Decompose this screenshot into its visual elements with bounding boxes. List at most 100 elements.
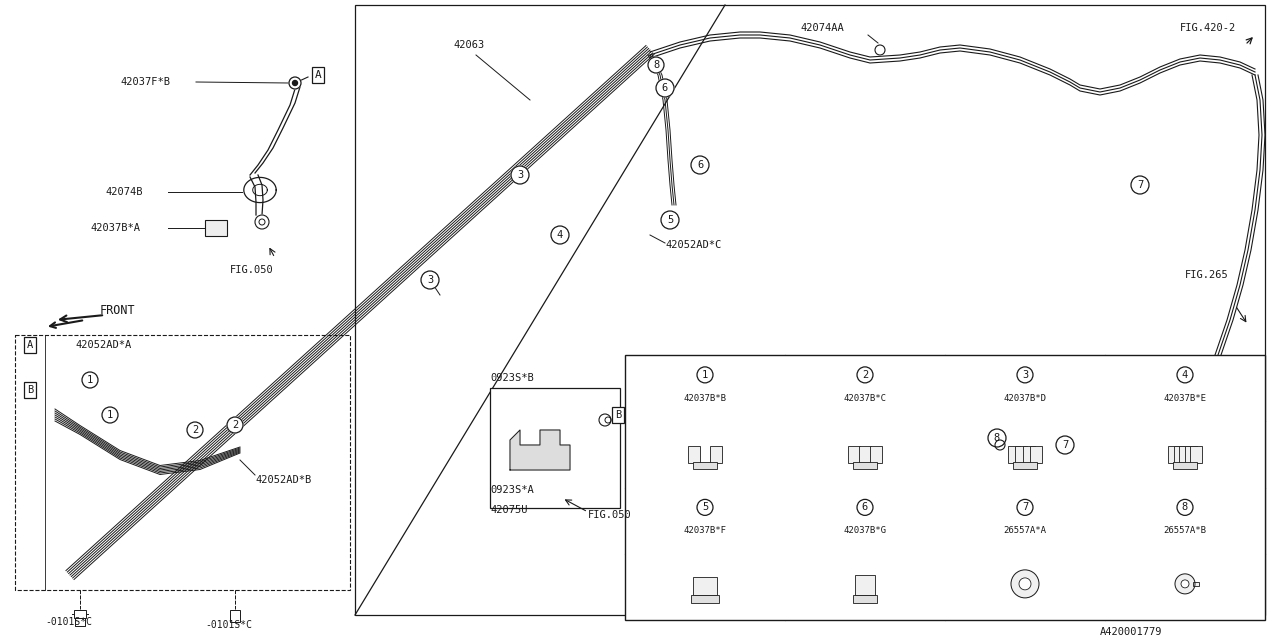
Text: 3: 3 xyxy=(1021,370,1028,380)
Text: 26557A*A: 26557A*A xyxy=(1004,526,1047,535)
Bar xyxy=(1193,582,1199,586)
Text: 5: 5 xyxy=(667,215,673,225)
Circle shape xyxy=(1181,580,1189,588)
Circle shape xyxy=(1178,499,1193,515)
Circle shape xyxy=(605,417,611,423)
Text: 1: 1 xyxy=(106,410,113,420)
Circle shape xyxy=(421,271,439,289)
Text: 42063: 42063 xyxy=(453,40,484,50)
Circle shape xyxy=(1132,176,1149,194)
Text: 0923S*A: 0923S*A xyxy=(490,485,534,495)
Text: -0101S*C: -0101S*C xyxy=(45,617,92,627)
Text: FIG.050: FIG.050 xyxy=(230,265,274,275)
Circle shape xyxy=(259,219,265,225)
Circle shape xyxy=(657,79,675,97)
Circle shape xyxy=(698,499,713,515)
Text: 42074AA: 42074AA xyxy=(800,23,844,33)
Text: 42052AD*A: 42052AD*A xyxy=(76,340,132,350)
Bar xyxy=(205,220,227,236)
Circle shape xyxy=(691,156,709,174)
Bar xyxy=(689,445,700,463)
Circle shape xyxy=(82,372,99,388)
Text: FIG.050: FIG.050 xyxy=(588,510,632,520)
Bar xyxy=(852,595,877,603)
Circle shape xyxy=(858,499,873,515)
Text: 6: 6 xyxy=(696,160,703,170)
Circle shape xyxy=(511,166,529,184)
Text: 4: 4 xyxy=(557,230,563,240)
Text: 42037B*C: 42037B*C xyxy=(844,394,887,403)
Text: 8: 8 xyxy=(653,60,659,70)
Text: 42037B*B: 42037B*B xyxy=(684,394,727,403)
Text: B: B xyxy=(27,385,33,395)
Text: 2: 2 xyxy=(192,425,198,435)
Circle shape xyxy=(1175,574,1196,594)
Bar xyxy=(15,335,349,590)
Circle shape xyxy=(648,57,664,73)
Text: 6: 6 xyxy=(662,83,668,93)
Bar xyxy=(1012,462,1037,468)
Circle shape xyxy=(102,407,118,423)
Text: -0101S*C: -0101S*C xyxy=(205,620,252,630)
Bar xyxy=(855,575,876,595)
Text: 42052AD*B: 42052AD*B xyxy=(255,475,311,485)
Text: 42037B*D: 42037B*D xyxy=(1004,394,1047,403)
Text: 42075U: 42075U xyxy=(490,505,527,515)
Bar xyxy=(490,388,620,508)
Bar xyxy=(1009,445,1020,463)
Circle shape xyxy=(599,414,611,426)
Text: 2: 2 xyxy=(861,370,868,380)
Text: 6: 6 xyxy=(861,502,868,513)
Bar xyxy=(692,462,717,468)
Circle shape xyxy=(1056,436,1074,454)
Polygon shape xyxy=(509,430,570,470)
Text: 42074B: 42074B xyxy=(105,187,142,197)
Circle shape xyxy=(550,226,570,244)
Text: 8: 8 xyxy=(993,433,1000,443)
Circle shape xyxy=(988,429,1006,447)
Circle shape xyxy=(858,367,873,383)
Bar xyxy=(1184,445,1197,463)
Text: 1: 1 xyxy=(701,370,708,380)
Bar xyxy=(852,462,877,468)
Circle shape xyxy=(1018,499,1033,515)
Text: 42037B*G: 42037B*G xyxy=(844,526,887,535)
Text: 42037F*B: 42037F*B xyxy=(120,77,170,87)
Circle shape xyxy=(698,367,713,383)
Bar xyxy=(692,577,717,595)
Bar xyxy=(1174,445,1185,463)
Text: 42052AD*C: 42052AD*C xyxy=(666,240,721,250)
Text: A: A xyxy=(315,70,321,80)
Circle shape xyxy=(1018,367,1033,383)
Text: 26557A*B: 26557A*B xyxy=(1164,526,1207,535)
Text: B: B xyxy=(614,410,621,420)
Text: 42037B*F: 42037B*F xyxy=(684,526,727,535)
Circle shape xyxy=(293,81,297,86)
Bar xyxy=(1169,445,1180,463)
Bar xyxy=(1172,462,1197,468)
Circle shape xyxy=(1019,578,1030,590)
Text: 42037B*E: 42037B*E xyxy=(1164,394,1207,403)
Circle shape xyxy=(1011,570,1039,598)
Bar xyxy=(710,445,722,463)
Text: 7: 7 xyxy=(1137,180,1143,190)
Text: 0923S*B: 0923S*B xyxy=(490,373,534,383)
Bar xyxy=(1023,445,1034,463)
Text: A: A xyxy=(27,340,33,350)
Circle shape xyxy=(255,215,269,229)
Bar xyxy=(230,610,241,622)
Bar xyxy=(1030,445,1042,463)
Bar xyxy=(1190,445,1202,463)
Circle shape xyxy=(187,422,204,438)
Bar xyxy=(1179,445,1190,463)
Bar xyxy=(691,595,719,603)
Text: 1: 1 xyxy=(87,375,93,385)
Bar xyxy=(355,5,1265,615)
Text: FIG.420-2: FIG.420-2 xyxy=(1180,23,1236,33)
Bar xyxy=(859,445,870,463)
Text: 3: 3 xyxy=(426,275,433,285)
Circle shape xyxy=(227,417,243,433)
Circle shape xyxy=(289,77,301,89)
Bar xyxy=(1015,445,1028,463)
Circle shape xyxy=(995,440,1005,450)
